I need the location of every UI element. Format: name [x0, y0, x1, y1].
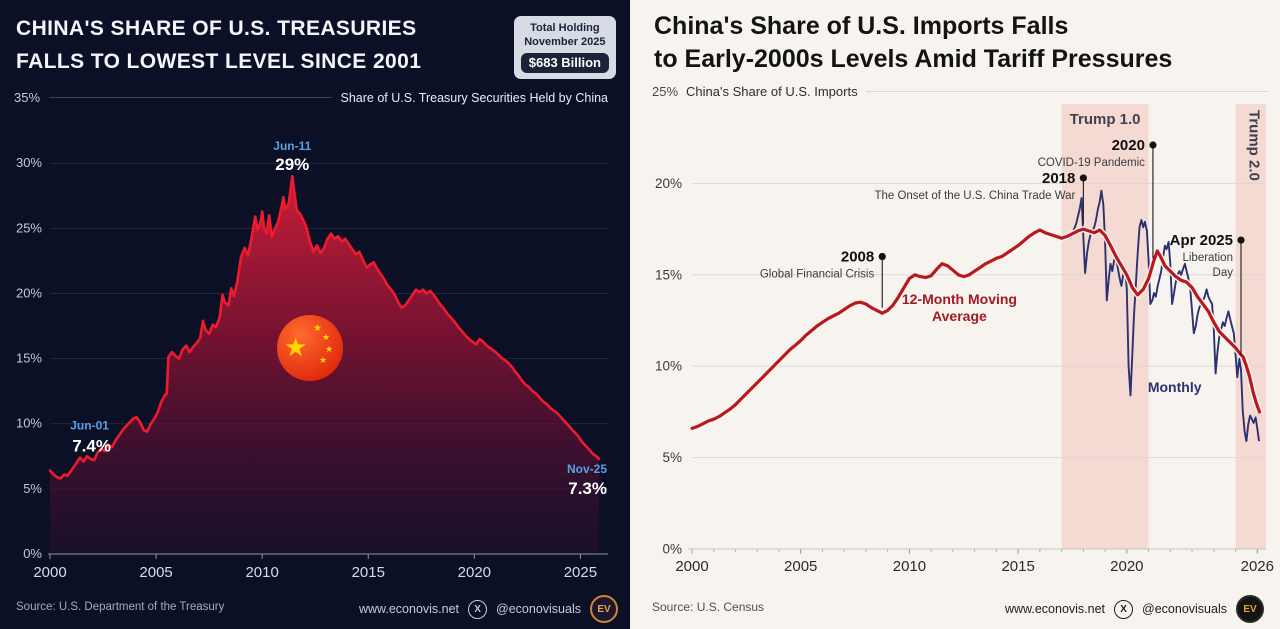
svg-text:5%: 5%	[662, 450, 682, 465]
svg-text:15%: 15%	[655, 267, 682, 282]
svg-text:20%: 20%	[16, 285, 42, 300]
svg-text:Nov-25: Nov-25	[567, 462, 607, 476]
svg-text:2010: 2010	[245, 564, 278, 581]
treasury-panel: 0% 5% 10% 15% 20% 25% 30% 2000 2005 2010 2015 2020 2…	[0, 0, 630, 629]
right-subtitle-row: 25% China's Share of U.S. Imports	[652, 84, 1268, 99]
left-subtitle-rule	[49, 97, 332, 98]
svg-text:10%: 10%	[655, 359, 682, 374]
svg-text:Monthly: Monthly	[1148, 379, 1202, 395]
svg-text:2020: 2020	[1112, 137, 1145, 154]
right-title-line2: to Early-2000s Levels Amid Tariff Pressu…	[654, 45, 1173, 73]
svg-text:Jun-01: Jun-01	[70, 419, 109, 433]
imports-chart: Trump 1.0 Trump 2.00%5%10%15%20%2000 2005 2…	[655, 104, 1274, 575]
moving-average-series	[690, 226, 1263, 432]
left-subtitle-row: 35% Share of U.S. Treasury Securities He…	[14, 90, 608, 105]
svg-text:5%: 5%	[23, 481, 42, 496]
svg-text:2025: 2025	[564, 564, 597, 581]
svg-text:★: ★	[325, 344, 333, 354]
svg-text:10%: 10%	[16, 416, 42, 431]
econovis-ev-logo: EV	[590, 595, 618, 623]
svg-text:7.4%: 7.4%	[72, 437, 111, 456]
right-title-line1: China's Share of U.S. Imports Falls	[654, 12, 1069, 40]
svg-text:2015: 2015	[1001, 558, 1034, 575]
left-footer: www.econovis.net X @econovisuals EV	[359, 595, 618, 623]
svg-text:Day: Day	[1213, 267, 1234, 279]
right-top-axis-label: 25%	[652, 84, 679, 99]
svg-text:12-Month Moving: 12-Month Moving	[902, 291, 1017, 307]
svg-text:29%: 29%	[275, 155, 309, 174]
badge-value: $683 Billion	[520, 52, 609, 74]
annotations: Jun-11 29% Jun-01 7.4% Nov-25 7.3%	[70, 139, 607, 498]
svg-text:25%: 25%	[16, 220, 42, 235]
svg-text:2005: 2005	[784, 558, 817, 575]
right-title: China's Share of U.S. Imports Falls to E…	[654, 10, 1172, 76]
svg-text:★: ★	[284, 332, 307, 362]
right-footer-website: www.econovis.net	[1004, 602, 1106, 616]
presidency-bands: Trump 1.0 Trump 2.0	[1061, 104, 1266, 549]
svg-text:2020: 2020	[1110, 558, 1143, 575]
left-source: Source: U.S. Department of the Treasury	[16, 601, 225, 613]
svg-text:2000: 2000	[675, 558, 708, 575]
left-top-axis-label: 35%	[14, 90, 41, 105]
svg-text:2026: 2026	[1241, 558, 1274, 575]
svg-text:2005: 2005	[139, 564, 172, 581]
left-title-line1: CHINA'S SHARE OF U.S. TREASURIES	[16, 17, 417, 40]
y-axis-labels: 0% 5% 10% 15% 20%	[655, 176, 682, 557]
imports-panel: Trump 1.0 Trump 2.0 0% 5% 10% 15% 20% 2000 2005 2…	[630, 0, 1280, 629]
svg-text:2018: 2018	[1042, 170, 1075, 187]
x-social-icon: X	[1114, 599, 1134, 619]
annotations: 2008 Global Financial Crisis 2018 The Onset…	[760, 137, 1245, 356]
svg-text:2008: 2008	[841, 249, 874, 266]
left-chart-subtitle: Share of U.S. Treasury Securities Held b…	[340, 90, 608, 105]
svg-text:2000: 2000	[33, 564, 66, 581]
y-axis-labels: 0% 5% 10% 15% 20% 25% 30%	[16, 155, 42, 561]
svg-text:Apr 2025: Apr 2025	[1170, 232, 1233, 249]
svg-text:Global Financial Crisis: Global Financial Crisis	[760, 269, 875, 281]
left-footer-handle: @econovisuals	[496, 602, 581, 616]
svg-text:Jun-11: Jun-11	[273, 139, 311, 153]
svg-text:2010: 2010	[893, 558, 926, 575]
treasury-chart: 0%5%10%15%20%25%30%2000 2005 2010 2015 2020 2…	[16, 139, 608, 581]
badge-line2: November 2025	[524, 36, 606, 49]
right-footer: www.econovis.net X @econovisuals EV	[1005, 595, 1264, 623]
left-title: CHINA'S SHARE OF U.S. TREASURIES FALLS T…	[16, 13, 421, 78]
badge-line1: Total Holding	[530, 22, 600, 34]
svg-text:2015: 2015	[352, 564, 385, 581]
svg-text:★: ★	[313, 323, 322, 334]
left-footer-website: www.econovis.net	[358, 602, 460, 616]
svg-text:Trump 2.0: Trump 2.0	[1246, 110, 1263, 181]
right-chart-subtitle: China's Share of U.S. Imports	[686, 84, 858, 99]
svg-text:2020: 2020	[458, 564, 491, 581]
right-subtitle-rule	[865, 91, 1268, 92]
svg-text:15%: 15%	[16, 351, 42, 366]
svg-text:★: ★	[319, 355, 327, 365]
svg-text:30%: 30%	[16, 155, 42, 170]
total-holding-badge: Total Holding November 2025 $683 Billion	[513, 16, 616, 80]
svg-text:Average: Average	[932, 308, 987, 324]
x-axis: 2000 2005 2010 2015 2020 2026	[675, 548, 1274, 575]
monthly-series	[1069, 189, 1260, 443]
svg-text:Trump 1.0: Trump 1.0	[1070, 111, 1141, 128]
svg-text:0%: 0%	[23, 546, 42, 561]
left-title-line2: FALLS TO LOWEST LEVEL SINCE 2001	[16, 49, 422, 73]
svg-text:20%: 20%	[655, 176, 682, 191]
svg-text:The Onset of the U.S. China Tr: The Onset of the U.S. China Trade War	[874, 190, 1075, 202]
china-flag-emblem: ★★★★★	[277, 315, 343, 381]
econovis-ev-logo: EV	[1236, 595, 1264, 623]
svg-text:0%: 0%	[662, 542, 682, 557]
right-footer-handle: @econovisuals	[1142, 602, 1227, 616]
right-source: Source: U.S. Census	[652, 600, 765, 614]
x-axis: 2000 2005 2010 2015 2020 2025	[33, 553, 608, 581]
svg-text:★: ★	[322, 332, 330, 342]
svg-text:COVID-19 Pandemic: COVID-19 Pandemic	[1038, 157, 1146, 169]
svg-text:Liberation: Liberation	[1182, 252, 1233, 264]
x-social-icon: X	[468, 599, 488, 619]
svg-text:7.3%: 7.3%	[568, 479, 607, 498]
